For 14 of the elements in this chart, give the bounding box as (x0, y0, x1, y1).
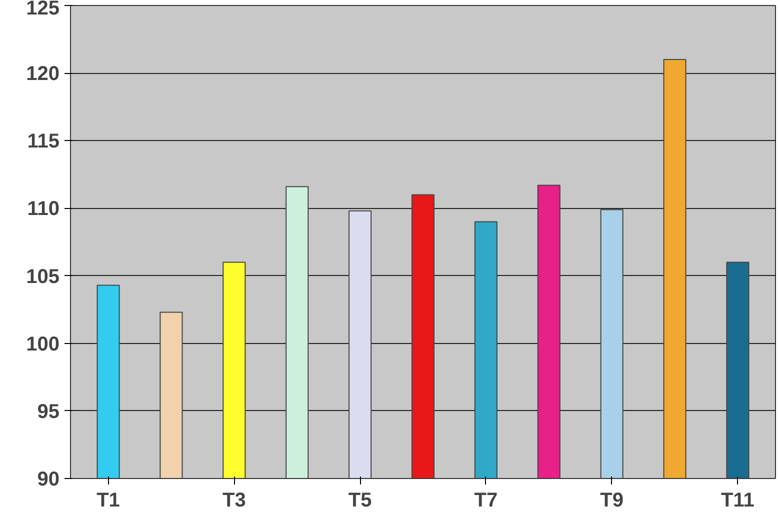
x-tick-label: T7 (474, 490, 498, 512)
y-tick-label: 125 (26, 0, 60, 20)
y-tick-label: 105 (26, 266, 60, 288)
x-tick-label: T5 (348, 490, 372, 512)
y-tick-label: 90 (37, 468, 60, 490)
y-tick-label: 110 (27, 198, 60, 220)
y-tick-label: 115 (27, 130, 60, 153)
x-tick-label: T3 (222, 490, 246, 512)
x-tick-label: T1 (96, 490, 120, 512)
y-tick-label: 100 (26, 333, 60, 356)
y-tick-label: 95 (37, 400, 60, 423)
y-tick-label: 120 (26, 63, 60, 86)
x-tick-label: T9 (600, 490, 624, 512)
x-tick-label: T11 (721, 490, 754, 512)
